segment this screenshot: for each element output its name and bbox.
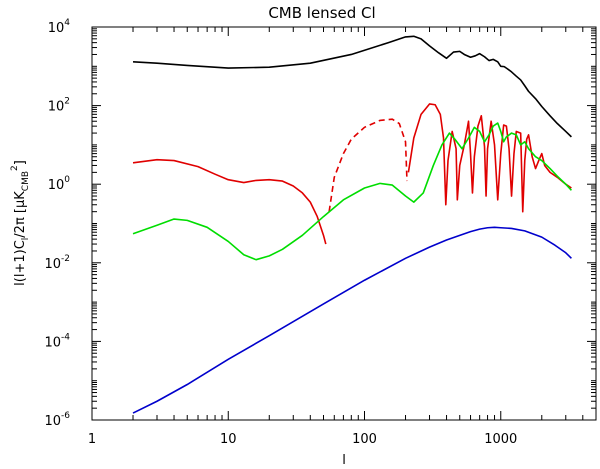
axis-ticks — [91, 26, 597, 421]
x-axis-label: l — [342, 453, 346, 468]
x-tick-label: 100 — [352, 432, 377, 447]
y-tick-label: 10-6 — [44, 411, 70, 429]
x-tick-label: 1000 — [484, 432, 517, 447]
series-line-te-negative — [328, 118, 408, 212]
x-tick-labels: 1 10 100 1000 — [88, 432, 517, 447]
y-tick-labels: 10-6 10-4 10-2 100 102 104 — [44, 18, 70, 429]
series-group — [132, 35, 572, 414]
y-tick-label: 10-2 — [44, 254, 70, 272]
chart-title: CMB lensed Cl — [268, 4, 375, 22]
series-line-ee — [132, 122, 572, 261]
series-line-tt — [132, 35, 572, 138]
y-tick-label: 10-4 — [44, 332, 70, 350]
x-tick-label: 1 — [88, 432, 96, 447]
y-tick-label: 104 — [48, 18, 71, 36]
series-line-te-high-l — [407, 103, 572, 213]
y-tick-label: 102 — [48, 97, 70, 115]
series-line-te — [132, 158, 327, 245]
y-tick-label: 100 — [48, 175, 71, 193]
x-tick-label: 10 — [220, 432, 237, 447]
y-axis-label: l(l+1)Cl/2π [μKCMB2] — [10, 160, 31, 286]
plot-frame — [91, 26, 597, 421]
series-line-bb — [132, 226, 572, 414]
